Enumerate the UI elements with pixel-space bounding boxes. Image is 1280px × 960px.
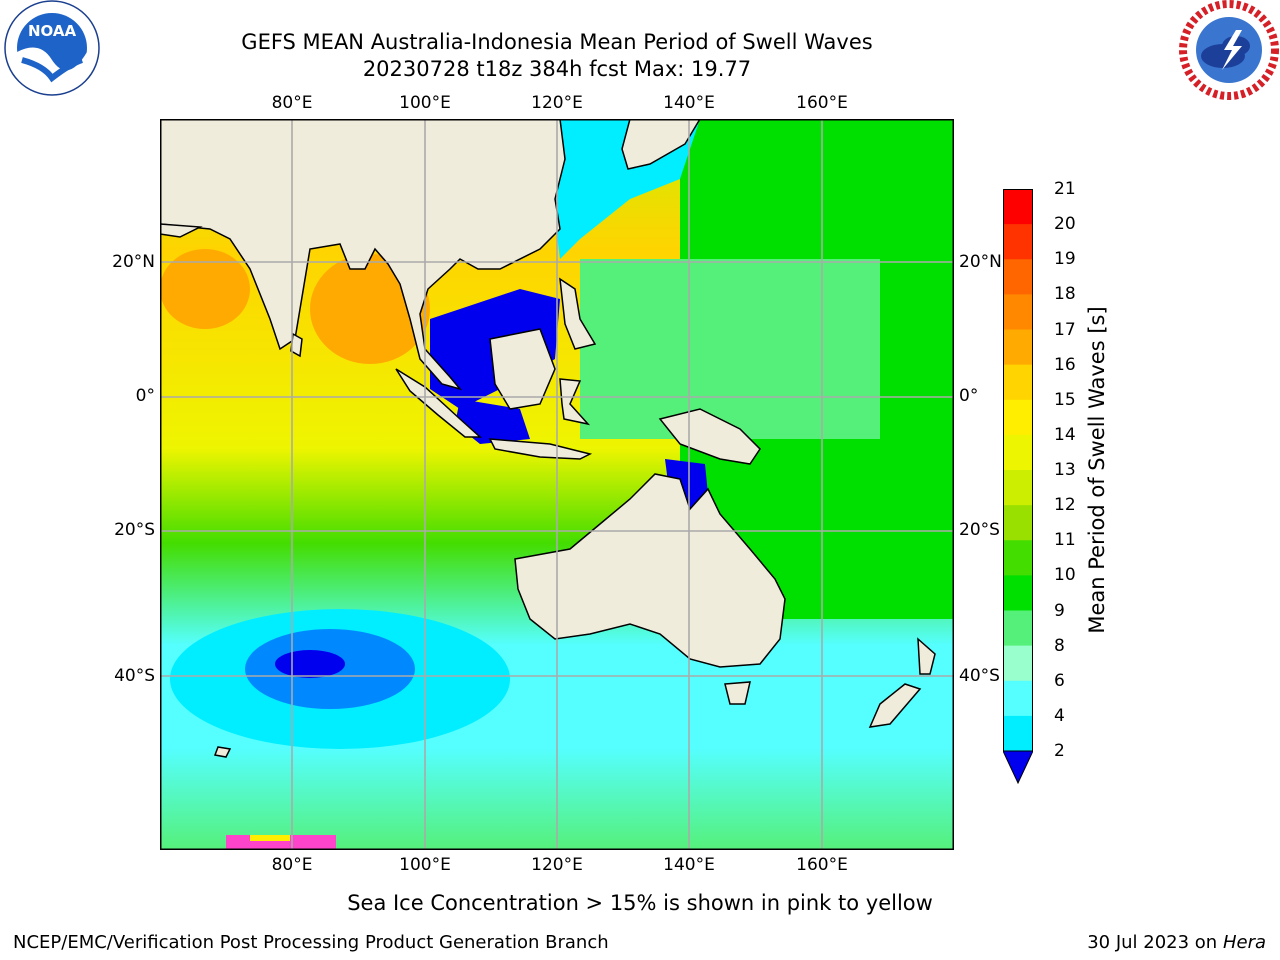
colorbar-tick: 16 bbox=[1054, 354, 1076, 375]
kerguelen bbox=[213, 746, 232, 758]
borneo bbox=[489, 328, 556, 410]
southern-dark-blue bbox=[275, 650, 345, 678]
colorbar-segment bbox=[1003, 680, 1033, 717]
x-tick-top-140: 140°E bbox=[663, 93, 715, 113]
y-tick-right-20n: 20°N bbox=[959, 252, 1002, 272]
colorbar-label: Mean Period of Swell Waves [s] bbox=[1085, 306, 1109, 634]
new-guinea bbox=[658, 408, 761, 465]
philippines bbox=[559, 277, 597, 350]
map-frame bbox=[160, 119, 954, 850]
arabian-sea bbox=[160, 249, 250, 329]
svg-text:NOAA: NOAA bbox=[28, 22, 77, 40]
colorbar-segment bbox=[1003, 610, 1033, 647]
colorbar-segment bbox=[1003, 575, 1033, 611]
x-tick-bottom-100: 100°E bbox=[399, 855, 451, 875]
x-tick-top-80: 80°E bbox=[271, 93, 313, 113]
colorbar-tick: 18 bbox=[1054, 284, 1076, 305]
map-svg bbox=[159, 118, 954, 850]
colorbar-extend bbox=[1002, 750, 1034, 785]
colorbar-segment bbox=[1003, 259, 1033, 295]
nz-south bbox=[868, 683, 922, 728]
australia bbox=[514, 473, 786, 668]
colorbar-tick: 2 bbox=[1054, 741, 1065, 761]
x-tick-bottom-80: 80°E bbox=[271, 855, 313, 875]
colorbar-frame bbox=[1003, 189, 1033, 751]
sumatra bbox=[395, 368, 482, 438]
footer-branch: NCEP/EMC/Verification Post Processing Pr… bbox=[13, 932, 609, 953]
footer-date: 30 Jul 2023 on Hera bbox=[1087, 932, 1266, 953]
colorbar-tick: 15 bbox=[1054, 389, 1076, 410]
colorbar-segment bbox=[1003, 399, 1033, 436]
colorbar-segment bbox=[1003, 224, 1033, 260]
noaa-logo: NOAA bbox=[0, 0, 104, 100]
nws-logo bbox=[1178, 0, 1280, 100]
colorbar-tick: 10 bbox=[1054, 565, 1076, 586]
colorbar-tick: 21 bbox=[1054, 179, 1076, 199]
colorbar-segment bbox=[1003, 540, 1033, 576]
nz-north bbox=[917, 637, 936, 675]
colorbar-segment bbox=[1003, 364, 1033, 401]
footer-date-text: 30 Jul 2023 on bbox=[1087, 932, 1223, 953]
ocean-pacific-light bbox=[580, 259, 880, 439]
colorbar-tick: 4 bbox=[1054, 705, 1065, 726]
y-tick-left-20n: 20°N bbox=[112, 252, 155, 272]
colorbar-tick: 11 bbox=[1054, 530, 1076, 551]
colorbar-segment bbox=[1003, 505, 1033, 541]
colorbar-svg bbox=[1002, 189, 1034, 785]
x-tick-bottom-160: 160°E bbox=[796, 855, 848, 875]
asia-land bbox=[159, 118, 566, 391]
tasmania bbox=[724, 681, 751, 705]
colorbar-tick: 6 bbox=[1054, 670, 1065, 691]
x-tick-bottom-140: 140°E bbox=[663, 855, 715, 875]
y-tick-right-0: 0° bbox=[959, 386, 979, 406]
colorbar-tick: 9 bbox=[1054, 600, 1065, 621]
y-tick-left-40s: 40°S bbox=[114, 666, 155, 686]
gridlines bbox=[160, 119, 954, 850]
colorbar-tick: 12 bbox=[1054, 495, 1076, 516]
map-panel bbox=[159, 118, 954, 850]
colorbar-tick: 19 bbox=[1054, 249, 1076, 270]
colorbar-segment bbox=[1003, 294, 1033, 330]
x-tick-top-160: 160°E bbox=[796, 93, 848, 113]
y-tick-right-20s: 20°S bbox=[959, 520, 1000, 540]
java bbox=[488, 438, 593, 460]
colorbar-tick: 8 bbox=[1054, 635, 1065, 656]
x-tick-bottom-120: 120°E bbox=[531, 855, 583, 875]
colorbar-tick: 13 bbox=[1054, 460, 1076, 480]
colorbar-segment bbox=[1003, 715, 1033, 752]
land bbox=[159, 118, 936, 758]
y-tick-left-0: 0° bbox=[135, 386, 155, 406]
x-tick-top-100: 100°E bbox=[399, 93, 451, 113]
colorbar bbox=[1002, 189, 1034, 785]
colorbar-tick: 14 bbox=[1054, 424, 1076, 445]
colorbar-tick: 20 bbox=[1054, 214, 1076, 235]
sea-ice-note: Sea Ice Concentration > 15% is shown in … bbox=[347, 891, 933, 915]
sea-ice-yellow bbox=[250, 835, 290, 841]
x-tick-top-120: 120°E bbox=[531, 93, 583, 113]
colorbar-segment bbox=[1003, 645, 1033, 682]
colorbar-segment bbox=[1003, 329, 1033, 366]
colorbar-segment bbox=[1003, 189, 1033, 225]
sulawesi bbox=[559, 378, 591, 426]
footer-host: Hera bbox=[1222, 932, 1266, 953]
y-tick-left-20s: 20°S bbox=[114, 520, 155, 540]
colorbar-segment bbox=[1003, 434, 1033, 471]
y-tick-right-40s: 40°S bbox=[959, 666, 1000, 686]
chart-subtitle: 20230728 t18z 384h fcst Max: 19.77 bbox=[362, 57, 752, 81]
colorbar-tick: 17 bbox=[1054, 319, 1076, 340]
chart-title: GEFS MEAN Australia-Indonesia Mean Perio… bbox=[241, 30, 873, 54]
colorbar-segment bbox=[1003, 470, 1033, 506]
